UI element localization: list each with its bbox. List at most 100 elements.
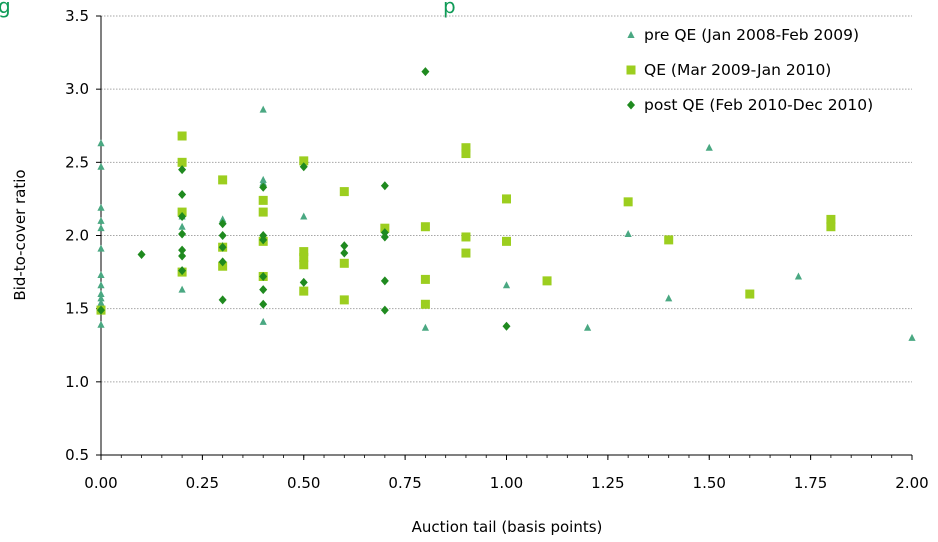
axes bbox=[96, 15, 913, 460]
legend-label: post QE (Feb 2010-Dec 2010) bbox=[644, 96, 873, 114]
data-point bbox=[178, 229, 187, 239]
data-point bbox=[299, 162, 308, 172]
data-point bbox=[299, 252, 309, 262]
data-point bbox=[177, 131, 187, 141]
data-point bbox=[218, 242, 227, 252]
data-point bbox=[178, 245, 187, 255]
data-point bbox=[259, 235, 268, 245]
data-point bbox=[218, 295, 227, 305]
data-point bbox=[258, 195, 268, 205]
data-point bbox=[218, 231, 227, 240]
y-axis-label: Bid-to-cover ratio bbox=[11, 169, 29, 300]
data-point bbox=[259, 105, 267, 113]
data-point bbox=[97, 271, 105, 279]
data-point bbox=[259, 285, 268, 295]
data-point bbox=[299, 247, 309, 257]
data-point bbox=[665, 294, 673, 302]
x-tick-label: 1.25 bbox=[591, 474, 624, 492]
data-point bbox=[420, 299, 430, 309]
data-point bbox=[380, 305, 389, 315]
data-point bbox=[97, 305, 105, 315]
data-point bbox=[299, 277, 308, 287]
data-point bbox=[258, 207, 268, 217]
data-point bbox=[299, 260, 309, 270]
series-diamond bbox=[97, 67, 511, 331]
data-point bbox=[218, 257, 227, 267]
data-points bbox=[96, 67, 916, 341]
data-point bbox=[826, 214, 836, 224]
data-point bbox=[218, 219, 227, 229]
data-point bbox=[380, 181, 389, 191]
data-point bbox=[97, 290, 105, 298]
y-tick-label: 2.0 bbox=[65, 227, 89, 245]
data-point bbox=[259, 178, 267, 186]
data-point bbox=[178, 285, 186, 293]
data-point bbox=[97, 139, 105, 147]
data-point bbox=[97, 320, 105, 328]
x-tick-label: 0.25 bbox=[186, 474, 219, 492]
data-point bbox=[339, 187, 349, 197]
data-point bbox=[421, 323, 429, 331]
y-tick-label: 1.5 bbox=[65, 300, 89, 318]
data-point bbox=[259, 317, 267, 325]
x-tick-label: 1.50 bbox=[693, 474, 726, 492]
data-point bbox=[502, 194, 511, 204]
data-point bbox=[420, 222, 430, 232]
data-point bbox=[623, 197, 633, 207]
data-point bbox=[624, 230, 632, 238]
data-point bbox=[908, 333, 916, 341]
data-point bbox=[97, 298, 105, 306]
data-point bbox=[259, 271, 268, 281]
x-tick-label: 2.00 bbox=[895, 474, 928, 492]
legend-marker bbox=[627, 100, 635, 110]
data-point bbox=[178, 251, 187, 261]
legend-label: pre QE (Jan 2008-Feb 2009) bbox=[644, 26, 859, 44]
data-point bbox=[178, 222, 186, 230]
x-tick-label: 0.75 bbox=[388, 474, 421, 492]
data-point bbox=[420, 274, 430, 284]
data-point bbox=[502, 321, 511, 331]
data-point bbox=[259, 299, 268, 309]
data-point bbox=[461, 248, 471, 258]
data-point bbox=[178, 165, 187, 175]
data-point bbox=[745, 289, 755, 299]
data-point bbox=[97, 224, 105, 232]
y-tick-labels: 0.5 1.0 1.5 2.0 2.5 3.0 3.5 bbox=[65, 7, 89, 464]
data-point bbox=[461, 149, 471, 159]
data-point bbox=[461, 143, 471, 153]
legend-item: pre QE (Jan 2008-Feb 2009) bbox=[627, 26, 859, 44]
data-point bbox=[380, 276, 389, 286]
legend-marker bbox=[626, 65, 636, 75]
data-point bbox=[97, 294, 105, 302]
gridlines bbox=[101, 15, 912, 383]
data-point bbox=[584, 323, 592, 331]
data-point bbox=[421, 67, 430, 77]
data-point bbox=[461, 232, 471, 242]
data-point bbox=[705, 143, 713, 151]
legend-marker bbox=[627, 31, 635, 38]
legend: pre QE (Jan 2008-Feb 2009) QE (Mar 2009-J… bbox=[626, 26, 873, 114]
data-point bbox=[340, 241, 349, 251]
data-point bbox=[502, 281, 511, 289]
data-point bbox=[178, 190, 187, 200]
data-point bbox=[794, 272, 803, 280]
data-point bbox=[826, 222, 836, 232]
x-tick-label: 1.75 bbox=[794, 474, 827, 492]
x-axis-label: Auction tail (basis points) bbox=[412, 518, 603, 536]
y-tick-label: 3.5 bbox=[65, 7, 89, 25]
data-point bbox=[542, 276, 552, 286]
data-point bbox=[178, 211, 187, 221]
data-point bbox=[137, 250, 146, 260]
y-tick-label: 3.0 bbox=[65, 80, 89, 98]
data-point bbox=[339, 258, 349, 268]
y-tick-label: 1.0 bbox=[65, 373, 89, 391]
legend-item: QE (Mar 2009-Jan 2010) bbox=[626, 61, 831, 79]
data-point bbox=[339, 295, 349, 305]
data-point bbox=[299, 156, 309, 166]
data-point bbox=[340, 248, 349, 258]
x-tick-label: 0.50 bbox=[287, 474, 320, 492]
y-tick-label: 2.5 bbox=[65, 153, 89, 171]
y-tick-label: 0.5 bbox=[65, 446, 89, 464]
chart-title-fragment-end: p bbox=[443, 0, 456, 18]
